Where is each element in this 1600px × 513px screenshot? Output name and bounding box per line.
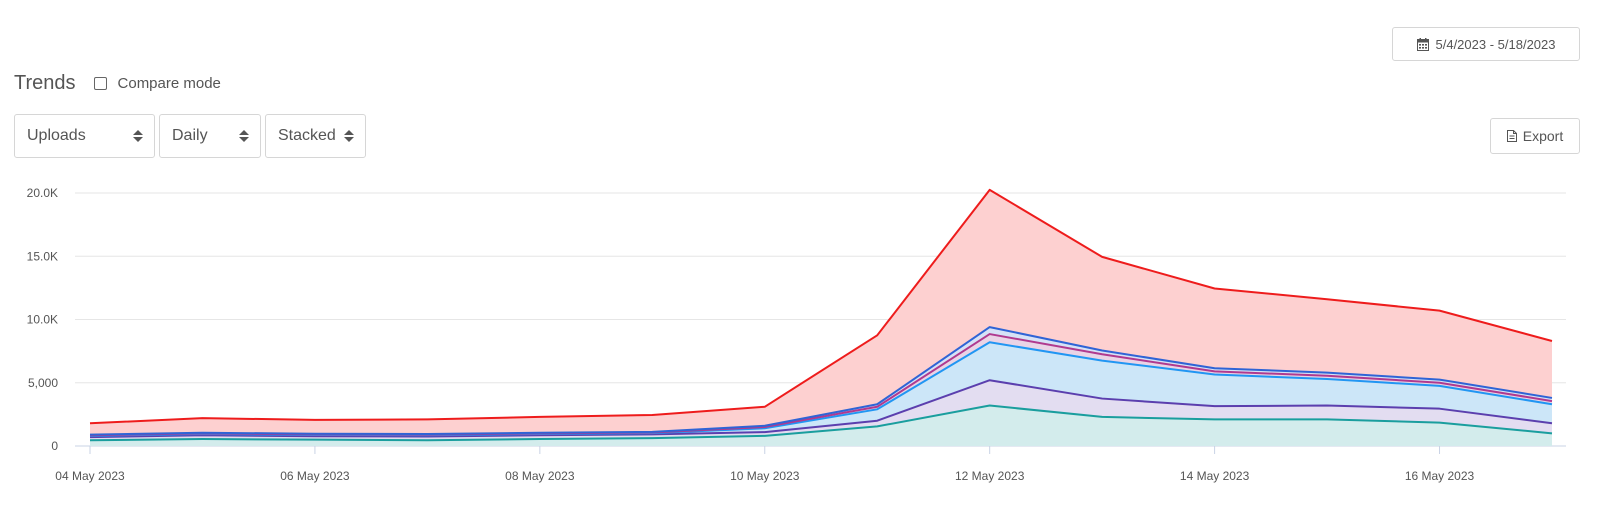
y-tick-label: 0 [51, 439, 58, 453]
mode-select[interactable]: Stacked [265, 114, 366, 158]
series-line-1 [89, 404, 1553, 442]
series-area-3 [90, 342, 1552, 438]
sort-caret-icon [344, 130, 354, 142]
x-tick-label: 06 May 2023 [280, 469, 350, 483]
x-tick-label: 08 May 2023 [505, 469, 575, 483]
compare-mode-checkbox[interactable] [93, 77, 107, 90]
series-line-2 [89, 379, 1553, 439]
file-icon [1506, 130, 1517, 142]
date-range-label: 5/4/2023 - 5/18/2023 [1435, 36, 1556, 52]
series-area-1 [90, 405, 1552, 446]
export-button[interactable]: Export [1490, 118, 1580, 154]
compare-mode-label: Compare mode [117, 75, 221, 92]
chart-controls: Uploads Daily Stacked [14, 114, 370, 158]
x-tick-label: 12 May 2023 [955, 469, 1025, 483]
calendar-icon [1416, 37, 1429, 51]
compare-mode-toggle[interactable]: Compare mode [93, 75, 221, 92]
y-tick-label: 15.0K [27, 249, 58, 263]
x-tick-label: 10 May 2023 [730, 469, 800, 483]
mode-select-value: Stacked [278, 127, 336, 144]
series-area-2 [90, 380, 1552, 441]
metric-select-value: Uploads [27, 127, 86, 144]
x-tick-label: 16 May 2023 [1405, 469, 1475, 483]
interval-select[interactable]: Daily [159, 114, 261, 158]
y-tick-label: 5,000 [28, 376, 58, 390]
trends-header: Trends Compare mode [14, 72, 221, 95]
y-tick-label: 20.0K [27, 186, 58, 200]
metric-select[interactable]: Uploads [14, 114, 155, 158]
page-title: Trends [14, 72, 76, 94]
y-tick-label: 10.0K [27, 313, 58, 327]
series-area-6 [90, 189, 1552, 435]
series-line-6 [89, 188, 1553, 425]
series-line-5 [89, 326, 1553, 436]
x-tick-label: 04 May 2023 [55, 469, 125, 483]
trends-chart: 0 5,000 10.0K 15.0K 20.0K 04 May 2023 06 May 2… [27, 186, 1566, 483]
x-tick-label: 14 May 2023 [1180, 469, 1250, 483]
interval-select-value: Daily [172, 127, 208, 144]
export-label: Export [1522, 128, 1564, 144]
sort-caret-icon [239, 130, 249, 142]
date-range-button[interactable]: 5/4/2023 - 5/18/2023 [1392, 27, 1580, 61]
sort-caret-icon [133, 130, 143, 142]
